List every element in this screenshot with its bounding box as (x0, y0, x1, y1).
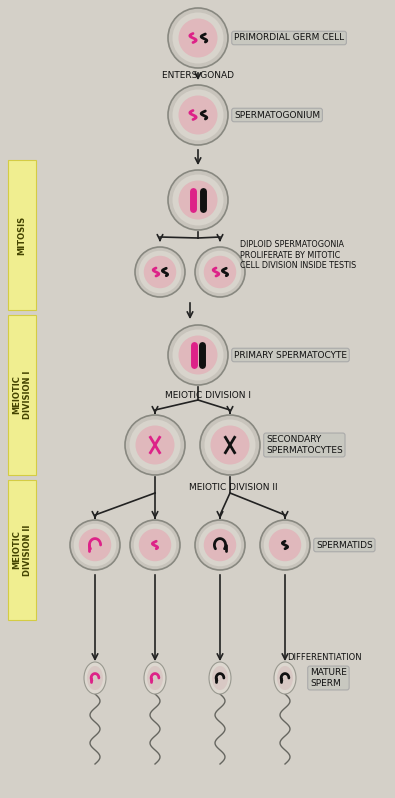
Circle shape (168, 85, 228, 145)
Circle shape (74, 523, 116, 567)
Circle shape (211, 425, 250, 464)
Circle shape (260, 520, 310, 570)
FancyBboxPatch shape (8, 480, 36, 620)
Circle shape (204, 255, 236, 288)
Ellipse shape (147, 666, 163, 690)
Text: PRIMORDIAL GERM CELL: PRIMORDIAL GERM CELL (234, 34, 344, 42)
Text: SPERMATIDS: SPERMATIDS (316, 540, 373, 550)
Circle shape (139, 529, 171, 561)
Circle shape (125, 415, 185, 475)
Circle shape (135, 247, 185, 297)
Circle shape (195, 520, 245, 570)
Circle shape (139, 251, 181, 293)
Ellipse shape (277, 666, 293, 690)
Circle shape (195, 247, 245, 297)
Circle shape (205, 420, 256, 471)
Circle shape (199, 251, 241, 293)
Text: DIPLOID SPERMATOGONIA
PROLIFERATE BY MITOTIC
CELL DIVISION INSIDE TESTIS: DIPLOID SPERMATOGONIA PROLIFERATE BY MIT… (240, 240, 356, 270)
Circle shape (134, 523, 176, 567)
Ellipse shape (144, 662, 166, 694)
Ellipse shape (212, 666, 228, 690)
Text: MATURE
SPERM: MATURE SPERM (310, 668, 347, 688)
Circle shape (179, 96, 218, 135)
Circle shape (173, 89, 224, 140)
Circle shape (179, 180, 218, 219)
Ellipse shape (209, 662, 231, 694)
Circle shape (264, 523, 306, 567)
Text: PRIMARY SPERMATOCYTE: PRIMARY SPERMATOCYTE (234, 350, 347, 360)
Circle shape (200, 415, 260, 475)
Circle shape (173, 175, 224, 226)
Circle shape (130, 420, 181, 471)
Text: MEIOTIC DIVISION II: MEIOTIC DIVISION II (189, 484, 277, 492)
Circle shape (168, 325, 228, 385)
Circle shape (173, 13, 224, 64)
Circle shape (79, 529, 111, 561)
Text: MEIOTIC
DIVISION I: MEIOTIC DIVISION I (12, 371, 32, 419)
Ellipse shape (87, 666, 103, 690)
Circle shape (130, 520, 180, 570)
Circle shape (204, 529, 236, 561)
Circle shape (168, 8, 228, 68)
Circle shape (199, 523, 241, 567)
Text: MITOSIS: MITOSIS (17, 215, 26, 255)
Text: DIFFERENTIATION: DIFFERENTIATION (287, 654, 362, 662)
Circle shape (173, 330, 224, 381)
Text: MEIOTIC
DIVISION II: MEIOTIC DIVISION II (12, 524, 32, 575)
Text: SPERMATOGONIUM: SPERMATOGONIUM (234, 110, 320, 120)
FancyBboxPatch shape (8, 160, 36, 310)
Circle shape (135, 425, 175, 464)
Ellipse shape (274, 662, 296, 694)
Circle shape (144, 255, 176, 288)
FancyBboxPatch shape (8, 315, 36, 475)
Text: MEIOTIC DIVISION I: MEIOTIC DIVISION I (165, 390, 251, 400)
Circle shape (179, 335, 218, 374)
Circle shape (70, 520, 120, 570)
Text: SECONDARY
SPERMATOCYTES: SECONDARY SPERMATOCYTES (266, 435, 343, 455)
Circle shape (269, 529, 301, 561)
Text: ENTERS GONAD: ENTERS GONAD (162, 72, 234, 81)
Circle shape (168, 170, 228, 230)
Ellipse shape (84, 662, 106, 694)
Circle shape (179, 18, 218, 57)
